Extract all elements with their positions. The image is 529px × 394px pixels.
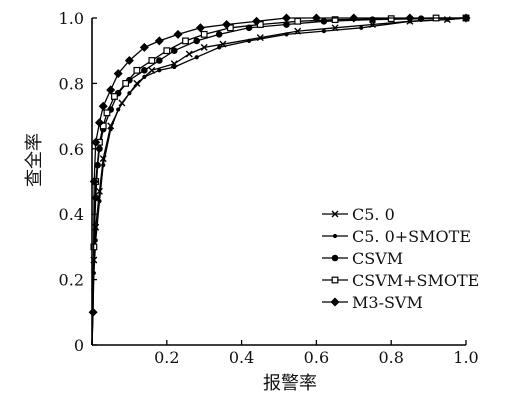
- data-point-square: [331, 16, 339, 24]
- y-axis-title: 查全率: [24, 133, 45, 187]
- data-point-diamond: [330, 297, 340, 307]
- data-point-small-dot: [217, 45, 222, 50]
- data-point-small-dot: [101, 163, 106, 168]
- data-point-dot: [320, 17, 328, 25]
- data-point-square: [163, 47, 171, 55]
- data-point-x-marker: [331, 210, 339, 218]
- data-point-diamond: [461, 13, 471, 23]
- legend-label: C5. 0: [352, 205, 395, 224]
- legend-entry: M3-SVM: [322, 293, 423, 312]
- legend-entry: CSVM: [322, 249, 403, 268]
- y-tick-label: 0.2: [59, 271, 84, 290]
- data-point-x-marker: [200, 43, 208, 51]
- x-tick-label: 1.0: [453, 348, 478, 367]
- axes-layer: [91, 18, 466, 346]
- legend-label: CSVM+SMOTE: [352, 271, 479, 290]
- data-point-square: [111, 93, 118, 100]
- data-point-square: [122, 79, 130, 87]
- series-line: [91, 17, 467, 346]
- data-point-square: [182, 37, 189, 45]
- data-point-diamond: [252, 16, 262, 26]
- data-point-dot: [215, 31, 223, 38]
- data-point-small-dot: [108, 127, 113, 132]
- data-point-x-marker: [95, 187, 103, 195]
- series-layer: [88, 13, 471, 346]
- legend-label: CSVM: [352, 249, 403, 268]
- legend: C5. 0 C5. 0+SMOTE CSVM CSVM+SMOTE M3-SVM: [322, 205, 479, 312]
- data-point-small-dot: [284, 32, 289, 37]
- data-point-diamond: [281, 13, 291, 23]
- legend-entry: C5. 0: [322, 205, 395, 224]
- data-point-dot: [193, 37, 201, 45]
- legend-label: M3-SVM: [352, 293, 423, 312]
- x-axis-title: 报警率: [263, 373, 317, 394]
- data-point-small-dot: [97, 199, 102, 204]
- data-point-diamond: [106, 85, 116, 95]
- data-point-small-dot: [359, 25, 364, 30]
- legend-entry: CSVM+SMOTE: [322, 271, 479, 290]
- series-line: [91, 17, 467, 346]
- y-tick-label: 0.6: [59, 140, 84, 159]
- data-point-diamond: [139, 42, 149, 52]
- data-point-square: [200, 30, 208, 38]
- data-point-small-dot: [332, 233, 338, 239]
- data-point-diamond: [91, 137, 101, 147]
- data-point-square: [148, 57, 156, 64]
- data-point-square: [133, 66, 141, 74]
- data-point-small-dot: [172, 64, 177, 70]
- data-point-square: [294, 17, 302, 25]
- x-tick-label: 0.4: [229, 348, 254, 367]
- data-point-diamond: [349, 13, 359, 23]
- data-point-small-dot: [142, 74, 147, 79]
- data-point-small-dot: [127, 91, 132, 96]
- data-point-diamond: [222, 20, 232, 30]
- data-point-diamond: [405, 13, 415, 23]
- data-point-small-dot: [321, 28, 326, 34]
- data-point-diamond: [173, 29, 183, 39]
- y-tick-label: 1.0: [59, 9, 84, 28]
- data-point-small-dot: [116, 107, 121, 112]
- data-point-diamond: [124, 56, 134, 66]
- data-point-diamond: [311, 13, 321, 23]
- x-tick-label: 0.8: [378, 348, 403, 367]
- data-point-diamond: [98, 101, 108, 111]
- y-tick-label: 0.8: [59, 74, 84, 93]
- x-tick-label: 0.6: [304, 348, 329, 367]
- data-point-dot: [331, 254, 339, 262]
- series-m3-svm: [88, 13, 471, 346]
- ticks-layer: 0.2 0.4 0.6 0.8 1.0 0 0.2 0.4 0.6 0.8 1.0: [59, 9, 479, 367]
- data-point-square: [331, 276, 339, 284]
- data-point-dot: [141, 67, 148, 74]
- data-point-dot: [170, 47, 178, 55]
- y-tick-label: 0: [74, 336, 84, 355]
- data-point-small-dot: [194, 55, 199, 60]
- x-tick-label: 0.2: [154, 348, 179, 367]
- data-point-x-marker: [185, 50, 193, 58]
- data-point-diamond: [94, 118, 104, 128]
- data-point-small-dot: [157, 68, 162, 73]
- data-point-diamond: [195, 23, 205, 33]
- data-point-small-dot: [246, 38, 252, 43]
- data-point-dot: [156, 57, 163, 64]
- data-point-square: [103, 109, 111, 117]
- data-point-diamond: [113, 69, 123, 79]
- legend-entry: C5. 0+SMOTE: [322, 227, 471, 246]
- data-point-x-marker: [133, 79, 141, 87]
- data-point-square: [387, 15, 395, 23]
- legend-label: C5. 0+SMOTE: [352, 227, 471, 246]
- data-point-diamond: [88, 307, 98, 317]
- data-point-diamond: [154, 36, 164, 46]
- y-tick-label: 0.4: [59, 205, 84, 224]
